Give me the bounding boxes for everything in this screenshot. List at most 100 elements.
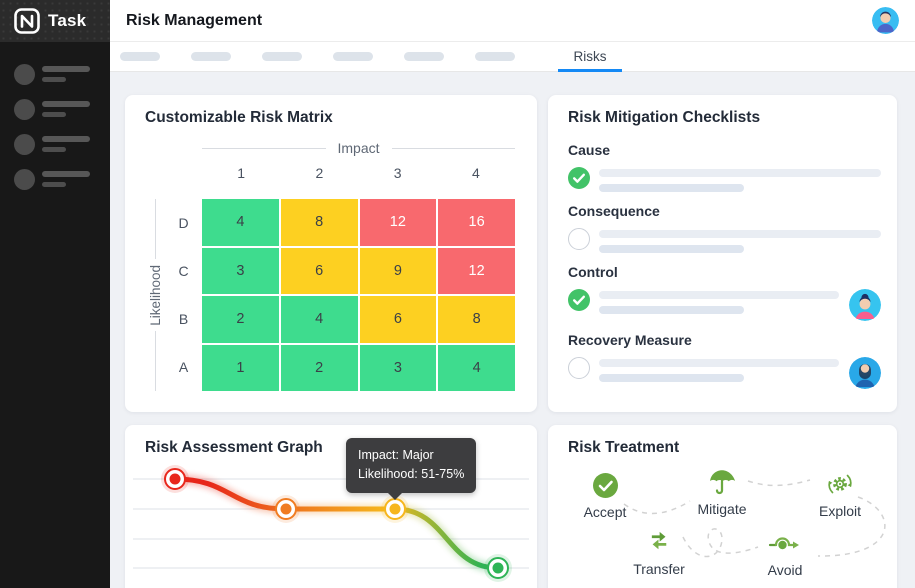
- sidebar-item[interactable]: [14, 134, 110, 156]
- placeholder-bar: [42, 77, 66, 82]
- assignee-avatar[interactable]: [849, 357, 881, 389]
- tab-placeholder-pill[interactable]: [333, 52, 373, 61]
- likelihood-scale-value: A: [178, 359, 189, 375]
- treatment-transfer[interactable]: Transfer: [619, 527, 699, 577]
- matrix-cell[interactable]: 6: [280, 247, 358, 294]
- tooltip-impact: Impact: Major: [358, 448, 434, 462]
- placeholder-bar: [599, 184, 744, 192]
- graph-point[interactable]: [484, 554, 512, 582]
- avoid-detour-icon: [745, 528, 825, 558]
- matrix-cell[interactable]: 4: [438, 344, 515, 391]
- placeholder-bar: [42, 147, 66, 152]
- checklist-item-label: Consequence: [568, 203, 660, 219]
- matrix-cell[interactable]: 2: [202, 296, 279, 343]
- app-logo[interactable]: Task: [0, 0, 110, 42]
- axis-line: [391, 147, 516, 149]
- avatar-placeholder-icon: [14, 134, 35, 155]
- sidebar-nav: [0, 42, 110, 191]
- checklist-row: [568, 228, 881, 253]
- header: Risk Management: [110, 0, 915, 42]
- tab-placeholders: [120, 52, 546, 61]
- checklist-item-label: Recovery Measure: [568, 332, 692, 348]
- impact-scale-value: 2: [315, 165, 324, 181]
- graph-point[interactable]: [381, 495, 409, 523]
- matrix-cell[interactable]: 12: [438, 247, 515, 294]
- risk-treatment-card: Risk Treatment Accept: [548, 425, 897, 588]
- placeholder-bar: [599, 230, 881, 238]
- item-text-placeholder: [42, 99, 90, 117]
- treatment-label: Exploit: [818, 503, 862, 519]
- matrix-cell[interactable]: 3: [359, 344, 437, 391]
- matrix-cell[interactable]: 8: [280, 199, 358, 246]
- matrix-cell[interactable]: 2: [280, 344, 358, 391]
- impact-scale: 1 2 3 4: [202, 165, 515, 181]
- matrix-cell[interactable]: 3: [202, 247, 279, 294]
- tab-risks[interactable]: Risks: [558, 42, 622, 72]
- checklist-text-placeholder: [599, 357, 839, 382]
- transfer-arrows-icon: [619, 527, 699, 557]
- checklist-text-placeholder: [599, 289, 839, 314]
- checkbox-unchecked-icon[interactable]: [568, 228, 590, 250]
- tab-placeholder-pill[interactable]: [120, 52, 160, 61]
- placeholder-bar: [599, 291, 839, 299]
- matrix-cell[interactable]: 6: [359, 296, 437, 343]
- tab-risks-label: Risks: [573, 49, 607, 64]
- matrix-cell[interactable]: 9: [359, 247, 437, 294]
- matrix-cell[interactable]: 4: [280, 296, 358, 343]
- assignee-avatar[interactable]: [849, 289, 881, 321]
- graph-point[interactable]: [272, 495, 300, 523]
- checkbox-unchecked-icon[interactable]: [568, 357, 590, 379]
- matrix-cell[interactable]: 8: [438, 296, 515, 343]
- placeholder-bar: [599, 306, 744, 314]
- matrix-cell[interactable]: 1: [202, 344, 279, 391]
- placeholder-bar: [599, 359, 839, 367]
- placeholder-bar: [42, 112, 66, 117]
- mitigation-checklists-title: Risk Mitigation Checklists: [568, 109, 761, 126]
- matrix-cell[interactable]: 12: [359, 199, 437, 246]
- item-text-placeholder: [42, 169, 90, 187]
- axis-line: [154, 331, 156, 392]
- tab-placeholder-pill[interactable]: [262, 52, 302, 61]
- placeholder-bar: [42, 182, 66, 187]
- matrix-cell[interactable]: 16: [438, 199, 515, 246]
- placeholder-bar: [42, 101, 90, 107]
- likelihood-scale-value: B: [178, 311, 189, 327]
- sidebar-item[interactable]: [14, 99, 110, 121]
- assessment-graph-title: Risk Assessment Graph: [145, 439, 323, 456]
- tab-placeholder-pill[interactable]: [191, 52, 231, 61]
- checklist-row: [568, 289, 881, 321]
- gear-cycle-icon: [800, 469, 880, 499]
- treatment-accept[interactable]: Accept: [565, 470, 645, 520]
- sidebar-item[interactable]: [14, 64, 110, 86]
- tab-placeholder-pill[interactable]: [475, 52, 515, 61]
- impact-axis-label: Impact: [337, 140, 380, 156]
- umbrella-icon: [682, 467, 762, 497]
- user-avatar[interactable]: [872, 7, 899, 34]
- page-title: Risk Management: [126, 11, 263, 29]
- checklist-item-label: Cause: [568, 142, 611, 158]
- checkbox-checked-icon[interactable]: [568, 289, 590, 311]
- tab-placeholder-pill[interactable]: [404, 52, 444, 61]
- item-text-placeholder: [42, 64, 90, 82]
- treatment-exploit[interactable]: Exploit: [800, 469, 880, 519]
- avatar-placeholder-icon: [14, 99, 35, 120]
- treatment-avoid[interactable]: Avoid: [745, 528, 825, 578]
- assessment-graph-card: Risk Assessment Graph Impact: Major: [125, 425, 537, 588]
- treatment-label: Avoid: [767, 562, 803, 578]
- checklist-row: [568, 167, 881, 192]
- matrix-cell[interactable]: 4: [202, 199, 279, 246]
- sidebar-item[interactable]: [14, 169, 110, 191]
- avatar-placeholder-icon: [14, 169, 35, 190]
- sidebar: Task: [0, 0, 110, 588]
- placeholder-bar: [42, 66, 90, 72]
- axis-line: [202, 147, 326, 149]
- tooltip-likelihood: Likelihood: 51-75%: [358, 467, 465, 482]
- placeholder-bar: [599, 374, 744, 382]
- treatment-mitigate[interactable]: Mitigate: [682, 467, 762, 517]
- impact-scale-value: 3: [393, 165, 402, 181]
- graph-point[interactable]: [161, 465, 189, 493]
- checklist-item-label: Control: [568, 264, 618, 280]
- checkbox-checked-icon[interactable]: [568, 167, 590, 189]
- matrix-grid: 4 8 12 16 3 6 9 12 2 4 6 8 1 2 3 4: [202, 199, 515, 391]
